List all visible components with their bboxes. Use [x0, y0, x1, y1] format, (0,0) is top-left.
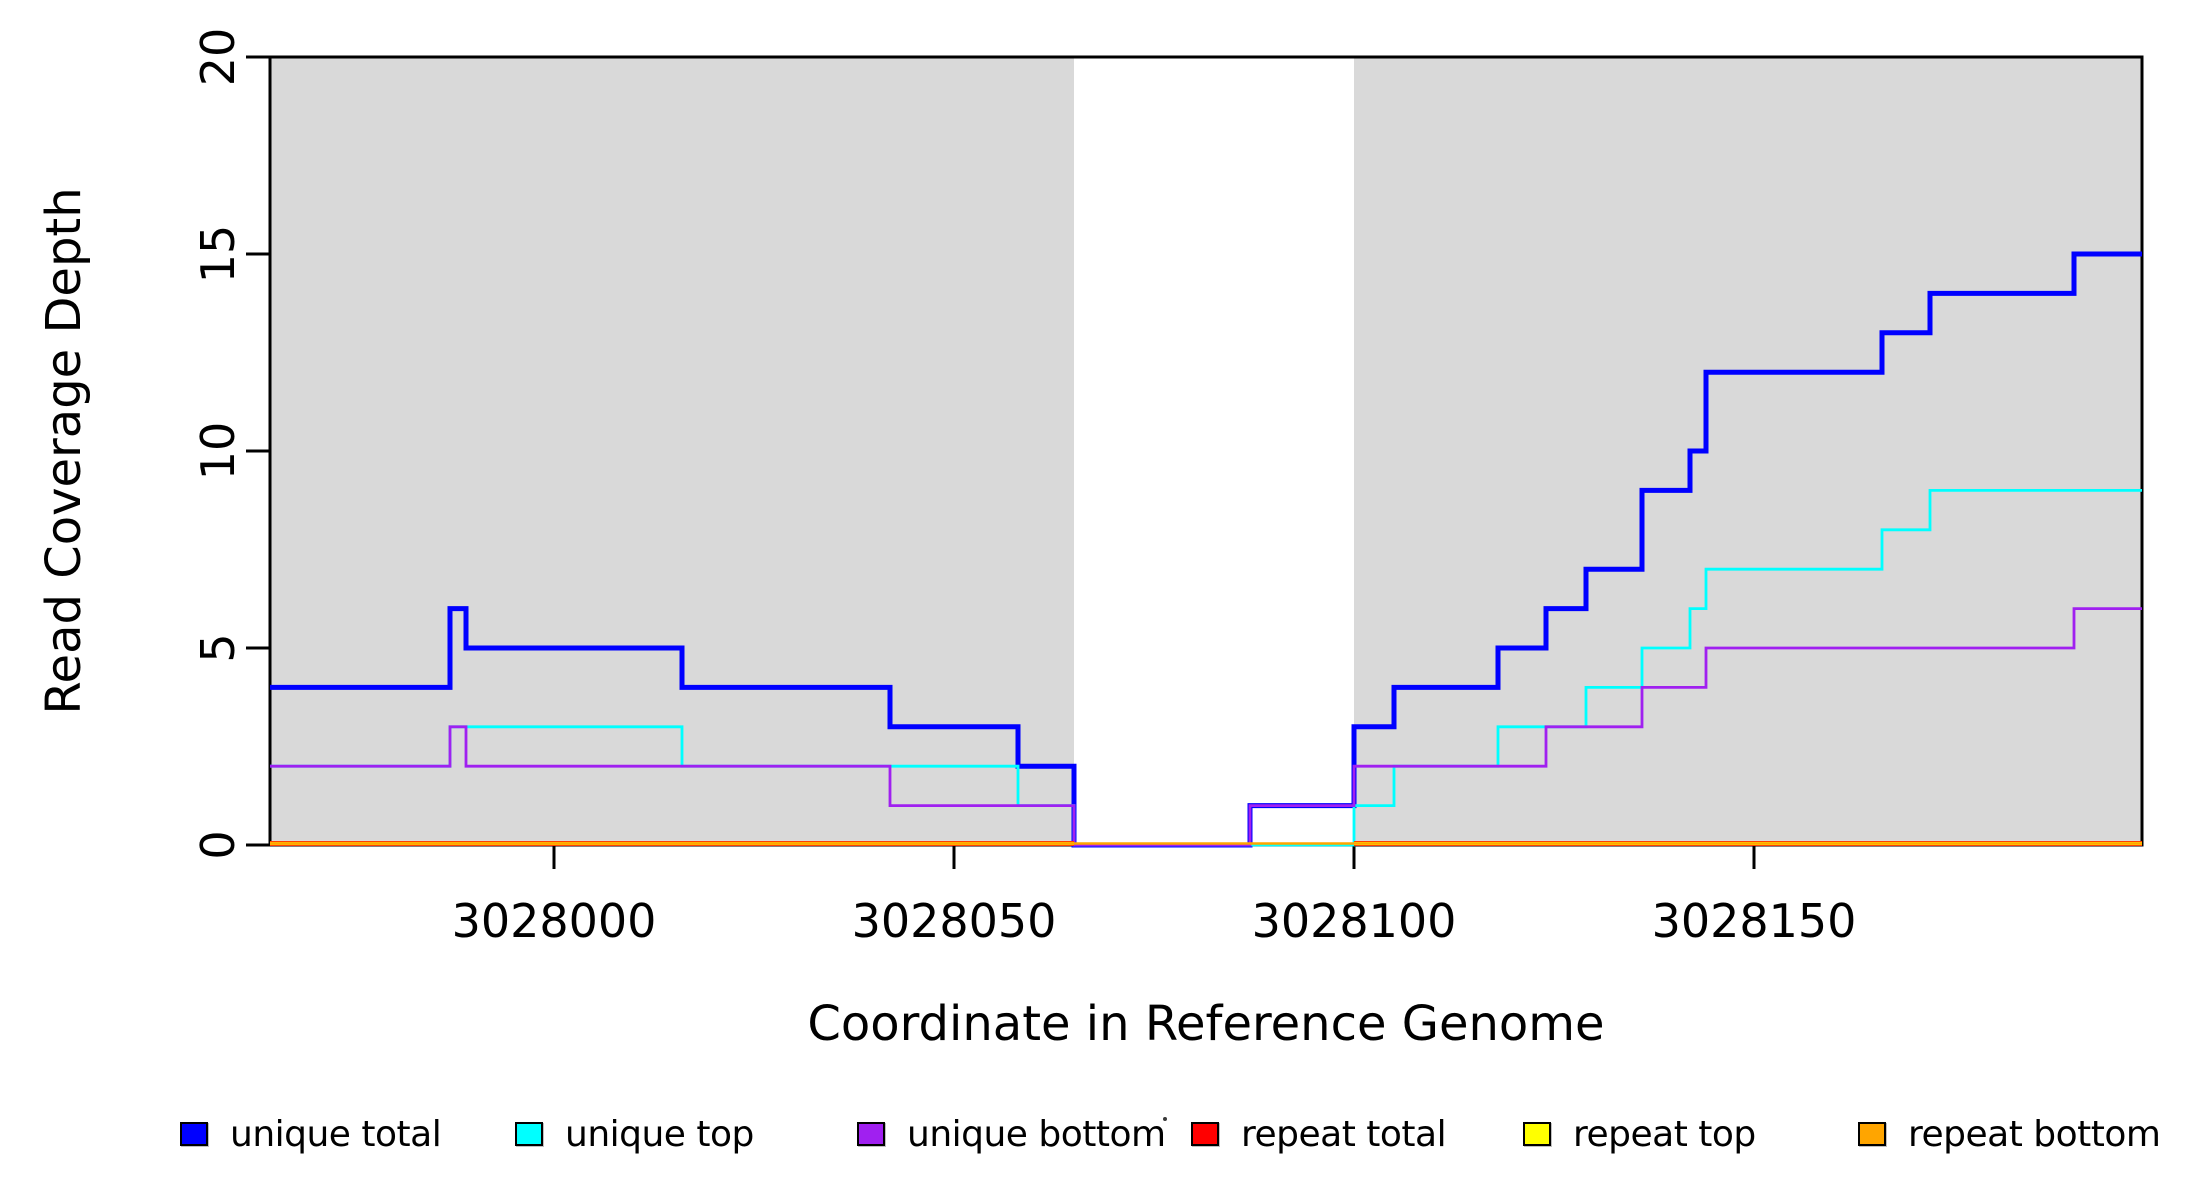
legend: unique total unique top unique bottom re… — [0, 1110, 2200, 1158]
repeat-total-swatch-icon — [1191, 1122, 1219, 1146]
legend-item-repeat-top: repeat top — [1523, 1110, 1756, 1158]
y-axis-title: Read Coverage Depth — [36, 187, 92, 714]
svg-text:3028100: 3028100 — [1252, 894, 1457, 948]
svg-text:10: 10 — [191, 422, 245, 481]
legend-item-unique-total: unique total — [180, 1110, 442, 1158]
legend-item-unique-bottom: unique bottom — [857, 1110, 1166, 1158]
legend-label: unique bottom — [907, 1113, 1166, 1155]
svg-text:3028000: 3028000 — [452, 894, 657, 948]
unique-total-swatch-icon — [180, 1122, 208, 1146]
svg-text:5: 5 — [191, 633, 245, 662]
svg-text:3028150: 3028150 — [1652, 894, 1857, 948]
legend-item-repeat-bottom: repeat bottom — [1858, 1110, 2161, 1158]
stray-mark-dot — [1163, 1117, 1167, 1121]
legend-item-unique-top: unique top — [515, 1110, 754, 1158]
x-axis-title: Coordinate in Reference Genome — [807, 996, 1604, 1052]
unique-bottom-swatch-icon — [857, 1122, 885, 1146]
repeat-top-swatch-icon — [1523, 1122, 1551, 1146]
legend-item-repeat-total: repeat total — [1191, 1110, 1447, 1158]
legend-label: repeat top — [1573, 1113, 1756, 1155]
svg-text:20: 20 — [191, 28, 245, 87]
unique-top-swatch-icon — [515, 1122, 543, 1146]
svg-text:15: 15 — [191, 225, 245, 284]
svg-text:3028050: 3028050 — [852, 894, 1057, 948]
legend-label: unique top — [565, 1113, 754, 1155]
svg-text:0: 0 — [191, 830, 245, 859]
legend-label: unique total — [230, 1113, 442, 1155]
repeat-bottom-swatch-icon — [1858, 1122, 1886, 1146]
legend-label: repeat total — [1241, 1113, 1447, 1155]
chart-layer: 3028000 3028050 3028100 3028150 0 5 10 15 20 — [191, 28, 2144, 948]
legend-label: repeat bottom — [1908, 1113, 2161, 1155]
